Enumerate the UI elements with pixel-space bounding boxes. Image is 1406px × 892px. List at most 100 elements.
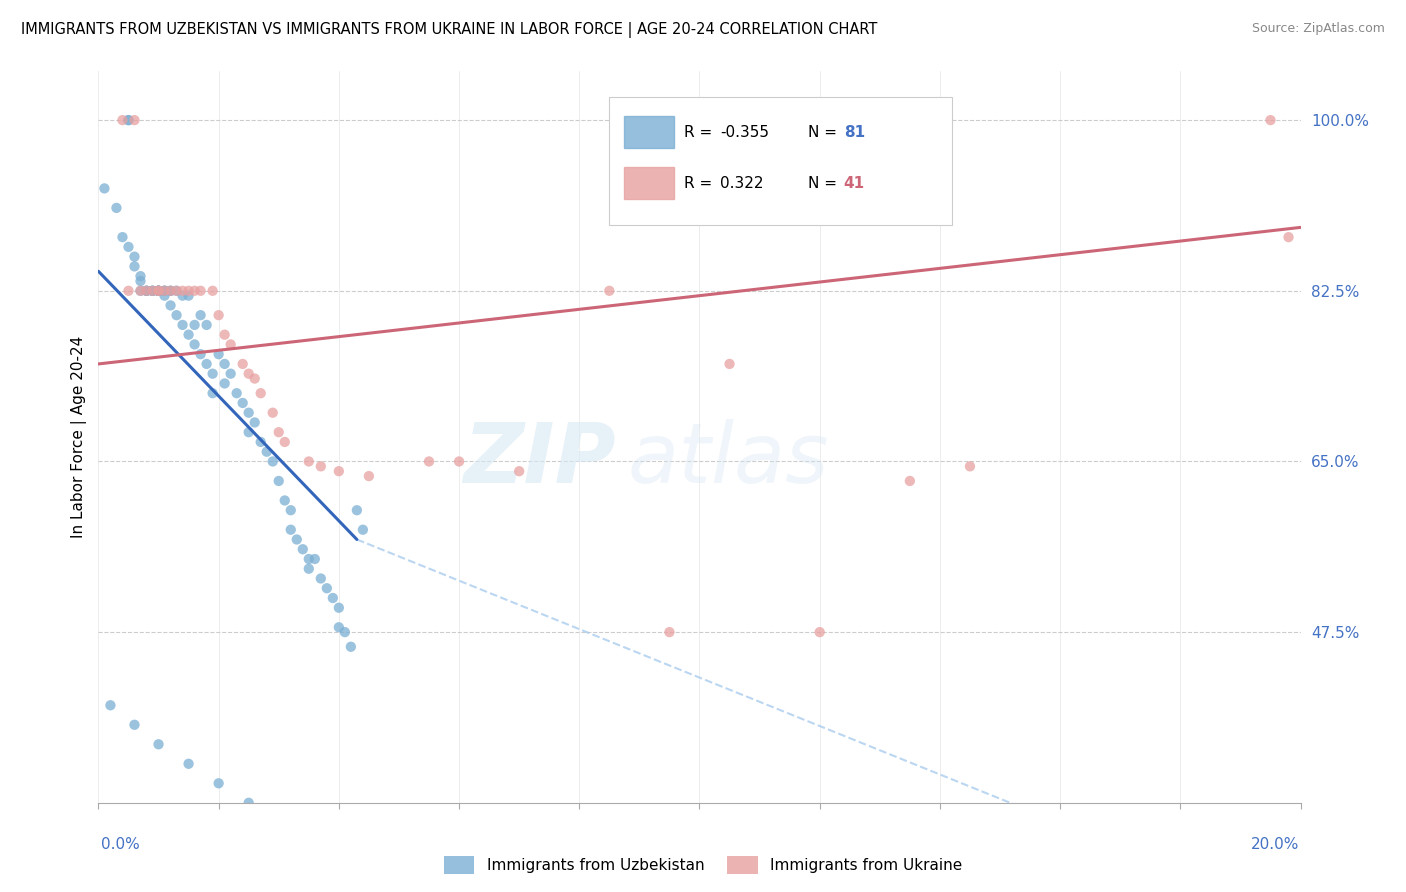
Point xyxy=(238,425,260,440)
Point xyxy=(172,288,194,302)
Point xyxy=(190,308,212,322)
Point xyxy=(214,376,236,391)
Point xyxy=(159,298,181,312)
Text: atlas: atlas xyxy=(627,418,830,500)
Point xyxy=(201,386,224,401)
Point xyxy=(141,284,163,298)
Text: R =: R = xyxy=(683,125,717,139)
Point xyxy=(322,591,344,605)
Point xyxy=(898,474,921,488)
Text: 81: 81 xyxy=(844,125,865,139)
Point xyxy=(148,284,170,298)
Y-axis label: In Labor Force | Age 20-24: In Labor Force | Age 20-24 xyxy=(72,336,87,538)
Point xyxy=(148,284,170,298)
Point xyxy=(232,357,254,371)
Point xyxy=(177,288,200,302)
Point xyxy=(238,796,260,810)
Point xyxy=(219,367,242,381)
Point xyxy=(159,284,181,298)
Point xyxy=(117,240,139,254)
Point xyxy=(298,562,321,576)
Point xyxy=(172,318,194,332)
Point xyxy=(658,625,681,640)
Point xyxy=(1260,113,1282,128)
Point xyxy=(153,284,176,298)
Point xyxy=(166,284,188,298)
Point xyxy=(124,718,146,732)
Point xyxy=(267,425,290,440)
Point xyxy=(141,284,163,298)
Point xyxy=(135,284,157,298)
Point xyxy=(177,756,200,771)
Point xyxy=(340,640,363,654)
Point xyxy=(243,416,266,430)
Point xyxy=(111,230,134,244)
Point xyxy=(243,371,266,385)
Point xyxy=(100,698,122,713)
FancyBboxPatch shape xyxy=(609,97,952,225)
Point xyxy=(148,284,170,298)
Point xyxy=(959,459,981,474)
Point xyxy=(135,284,157,298)
Point xyxy=(93,181,115,195)
Point xyxy=(508,464,530,478)
Point xyxy=(309,459,332,474)
Point xyxy=(274,434,297,449)
Point xyxy=(262,454,284,468)
Point xyxy=(105,201,128,215)
Legend: Immigrants from Uzbekistan, Immigrants from Ukraine: Immigrants from Uzbekistan, Immigrants f… xyxy=(437,850,969,880)
Point xyxy=(153,288,176,302)
Point xyxy=(201,284,224,298)
Point xyxy=(148,284,170,298)
Text: Source: ZipAtlas.com: Source: ZipAtlas.com xyxy=(1251,22,1385,36)
Point xyxy=(304,552,326,566)
Point xyxy=(183,318,205,332)
Point xyxy=(238,406,260,420)
Point xyxy=(148,737,170,751)
Point xyxy=(262,406,284,420)
Point xyxy=(129,269,152,284)
Point xyxy=(141,284,163,298)
Point xyxy=(117,284,139,298)
Point xyxy=(195,357,218,371)
Point xyxy=(598,284,620,298)
Text: 0.0%: 0.0% xyxy=(101,837,141,852)
Text: N =: N = xyxy=(807,176,842,191)
Point xyxy=(208,776,231,790)
Point xyxy=(141,284,163,298)
Point xyxy=(111,113,134,128)
Point xyxy=(148,284,170,298)
Point xyxy=(124,250,146,264)
Text: -0.355: -0.355 xyxy=(720,125,769,139)
Point xyxy=(328,600,350,615)
Point xyxy=(249,434,271,449)
Point xyxy=(808,625,831,640)
Point xyxy=(159,284,181,298)
Point xyxy=(225,386,247,401)
Point xyxy=(148,284,170,298)
Text: ZIP: ZIP xyxy=(463,418,616,500)
Point xyxy=(238,367,260,381)
Point xyxy=(214,327,236,342)
Point xyxy=(153,284,176,298)
Point xyxy=(232,396,254,410)
Point xyxy=(219,337,242,351)
Point xyxy=(346,503,368,517)
Point xyxy=(274,493,297,508)
Point xyxy=(124,113,146,128)
Point xyxy=(166,308,188,322)
Point xyxy=(135,284,157,298)
Text: 0.322: 0.322 xyxy=(720,176,763,191)
Point xyxy=(208,308,231,322)
Point xyxy=(285,533,308,547)
Point xyxy=(256,444,278,458)
Point xyxy=(129,284,152,298)
Text: N =: N = xyxy=(807,125,842,139)
Point xyxy=(328,464,350,478)
Point xyxy=(298,552,321,566)
Point xyxy=(129,284,152,298)
Point xyxy=(153,284,176,298)
Point xyxy=(190,284,212,298)
Point xyxy=(153,284,176,298)
Point xyxy=(124,260,146,274)
